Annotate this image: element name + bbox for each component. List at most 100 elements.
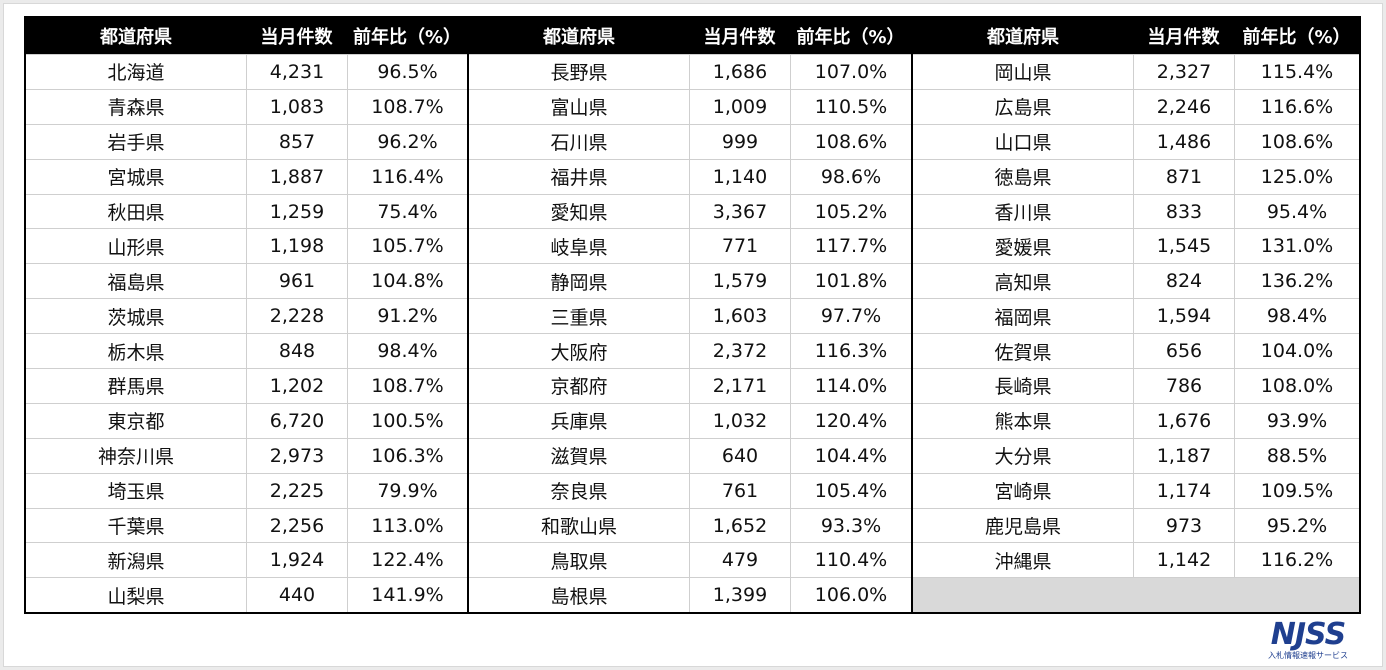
cell-ratio: 109.5% [1234,473,1359,508]
table-row: 香川県 833 95.4% [913,193,1359,229]
cell-count: 1,198 [246,229,347,264]
header-count: 当月件数 [1147,27,1220,48]
table-row: 長野県 1,686 107.0% [469,54,911,89]
logo-mark: NJSS [1270,617,1346,652]
empty-filler-cell [913,577,1359,612]
table-row: 鳥取県 479 110.4% [469,542,911,578]
cell-prefecture: 群馬県 [107,376,165,399]
header-row: 都道府県 当月件数 前年比（%） [913,18,1359,54]
cell-prefecture: 山梨県 [107,585,165,608]
cell-count: 1,032 [689,403,790,438]
cell-ratio: 100.5% [347,403,467,438]
table-row: 神奈川県 2,973 106.3% [26,437,467,473]
cell-ratio: 98.4% [1234,299,1359,334]
cell-count: 640 [689,438,790,473]
table-row: 福島県 961 104.8% [26,263,467,299]
prefecture-table: 都道府県 当月件数 前年比（%） 北海道 4,231 96.5% 青森県 1,083 108.7… [24,16,1361,614]
cell-ratio: 116.4% [347,159,467,194]
cell-count: 2,171 [689,369,790,403]
table-row: 京都府 2,171 114.0% [469,368,911,403]
cell-count: 479 [689,543,790,578]
table-row: 岐阜県 771 117.7% [469,228,911,264]
table-block-1: 都道府県 当月件数 前年比（%） 北海道 4,231 96.5% 青森県 1,083 108.7… [26,18,469,613]
cell-prefecture: 岐阜県 [550,236,608,259]
cell-count: 857 [246,124,347,159]
table-row: 青森県 1,083 108.7% [26,88,467,124]
cell-prefecture: 兵庫県 [550,411,608,434]
cell-prefecture: 静岡県 [550,271,608,294]
table-row: 新潟県 1,924 122.4% [26,542,467,578]
cell-ratio: 106.3% [347,438,467,473]
cell-prefecture: 東京都 [107,411,165,434]
header-row: 都道府県 当月件数 前年比（%） [469,18,911,54]
table-row: 茨城県 2,228 91.2% [26,298,467,334]
cell-count: 1,174 [1133,473,1234,508]
table-row: 福岡県 1,594 98.4% [913,298,1359,334]
cell-prefecture: 千葉県 [107,516,165,539]
cell-count: 833 [1133,194,1234,229]
header-ratio: 前年比（%） [796,27,905,48]
cell-prefecture: 福井県 [550,167,608,190]
cell-count: 961 [246,264,347,299]
cell-count: 871 [1133,159,1234,194]
cell-ratio: 122.4% [347,543,467,578]
cell-ratio: 96.2% [347,124,467,159]
cell-count: 1,887 [246,159,347,194]
cell-count: 1,009 [689,89,790,124]
cell-prefecture: 宮崎県 [994,481,1052,504]
cell-prefecture: 秋田県 [107,202,165,224]
cell-ratio: 95.2% [1234,508,1359,543]
cell-prefecture: 青森県 [107,97,165,120]
cell-count: 3,367 [689,194,790,229]
logo-subtitle: 入札情報速報サービス [1268,651,1348,660]
cell-ratio: 105.7% [347,229,467,264]
cell-prefecture: 三重県 [550,306,608,329]
cell-count: 2,225 [246,473,347,508]
cell-prefecture: 福島県 [107,271,165,294]
table-row: 和歌山県 1,652 93.3% [469,507,911,543]
cell-count: 1,083 [246,89,347,124]
cell-ratio: 117.7% [790,229,911,264]
cell-prefecture: 大分県 [994,446,1052,469]
cell-count: 1,187 [1133,438,1234,473]
table-row: 千葉県 2,256 113.0% [26,507,467,543]
cell-ratio: 114.0% [790,369,911,403]
cell-ratio: 101.8% [790,264,911,299]
cell-ratio: 107.0% [790,55,911,89]
cell-prefecture: 熊本県 [994,411,1052,434]
cell-count: 1,399 [689,578,790,613]
cell-count: 1,924 [246,543,347,578]
cell-count: 440 [246,578,347,613]
cell-ratio: 98.4% [347,334,467,369]
cell-prefecture: 北海道 [107,62,165,85]
cell-count: 2,327 [1133,55,1234,89]
cell-count: 1,486 [1133,124,1234,159]
table-row: 山口県 1,486 108.6% [913,123,1359,159]
cell-count: 786 [1133,369,1234,403]
cell-ratio: 93.3% [790,508,911,543]
table-row: 北海道 4,231 96.5% [26,54,467,89]
cell-prefecture: 福岡県 [994,306,1052,329]
cell-prefecture: 岡山県 [994,62,1052,85]
cell-ratio: 108.6% [1234,124,1359,159]
cell-ratio: 96.5% [347,55,467,89]
cell-prefecture: 長野県 [550,62,608,85]
cell-prefecture: 神奈川県 [97,446,174,469]
table-row: 熊本県 1,676 93.9% [913,402,1359,438]
cell-ratio: 116.3% [790,334,911,369]
table-row: 群馬県 1,202 108.7% [26,368,467,403]
cell-count: 1,594 [1133,299,1234,334]
cell-count: 848 [246,334,347,369]
cell-ratio: 88.5% [1234,438,1359,473]
cell-prefecture: 徳島県 [994,167,1052,190]
cell-ratio: 125.0% [1234,159,1359,194]
table-row: 沖縄県 1,142 116.2% [913,542,1359,578]
table-row: 三重県 1,603 97.7% [469,298,911,334]
cell-ratio: 93.9% [1234,403,1359,438]
header-prefecture: 都道府県 [987,27,1059,48]
cell-prefecture: 石川県 [550,132,608,155]
cell-count: 2,372 [689,334,790,369]
cell-prefecture: 奈良県 [550,481,608,504]
cell-ratio: 115.4% [1234,55,1359,89]
cell-ratio: 108.7% [347,89,467,124]
